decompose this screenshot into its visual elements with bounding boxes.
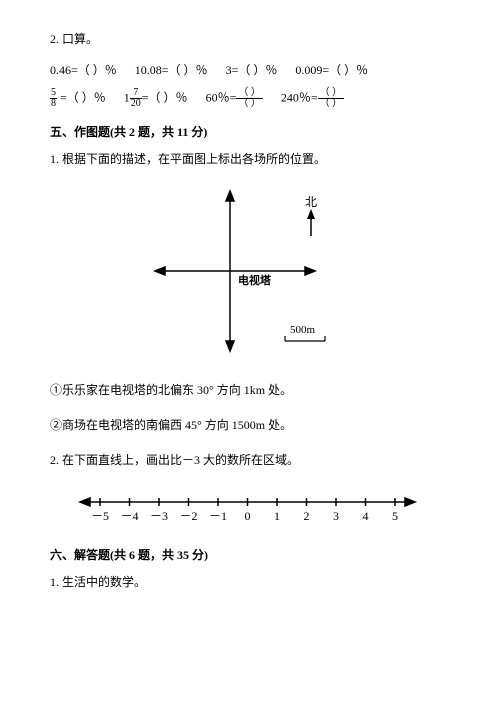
eq-2d: 240％= （ ） （ ） (281, 88, 344, 109)
svg-text:－2: －2 (179, 509, 197, 523)
eq-1c: 3=（ ）％ (226, 61, 278, 78)
svg-text:3: 3 (333, 509, 339, 523)
eq-2a: 5 8 =（ ）％ (50, 88, 106, 109)
svg-text:5: 5 (392, 509, 398, 523)
blank-frac-1: （ ） （ ） (236, 88, 263, 109)
svg-text:4: 4 (363, 509, 369, 523)
frac-7-20: 7 20 (130, 88, 142, 109)
blank-frac-2: （ ） （ ） (318, 88, 345, 109)
svg-text:－1: －1 (209, 509, 227, 523)
q5-1b: ②商场在电视塔的南偏西 45° 方向 1500m 处。 (50, 416, 450, 433)
q5-1a: ①乐乐家在电视塔的北偏东 30° 方向 1km 处。 (50, 381, 450, 398)
q5-2: 2. 在下面直线上，画出比－3 大的数所在区域。 (50, 451, 450, 468)
eq-2c: 60％= （ ） （ ） (206, 88, 263, 109)
section-6-title: 六、解答题(共 6 题，共 35 分) (50, 546, 450, 563)
number-line: －5 －4 －3 －2 －1 0 1 2 3 4 5 (70, 482, 430, 532)
frac-5-8: 5 8 (50, 88, 57, 109)
svg-text:－5: －5 (91, 509, 109, 523)
tower-label: 电视塔 (238, 273, 272, 287)
scale-label: 500m (290, 324, 316, 336)
q5-1: 1. 根据下面的描述，在平面图上标出各场所的位置。 (50, 150, 450, 167)
compass-diagram: 电视塔 北 500m (130, 181, 370, 371)
svg-text:0: 0 (245, 509, 251, 523)
eq-1b: 10.08=（ ）％ (135, 61, 208, 78)
svg-text:－3: －3 (150, 509, 168, 523)
eq-row-2: 5 8 =（ ）％ 1 7 20 =（ ）％ 60％= （ ） （ ） 240％… (50, 88, 450, 109)
eq-1d: 0.009=（ ）％ (295, 61, 368, 78)
q6-1: 1. 生活中的数学。 (50, 573, 450, 590)
eq-row-1: 0.46=（ ）％ 10.08=（ ）％ 3=（ ）％ 0.009=（ ）％ (50, 61, 450, 78)
eq-1a: 0.46=（ ）％ (50, 61, 117, 78)
page: 2. 口算。 0.46=（ ）％ 10.08=（ ）％ 3=（ ）％ 0.009… (0, 0, 500, 708)
svg-text:－4: －4 (120, 509, 138, 523)
svg-text:2: 2 (304, 509, 310, 523)
north-label: 北 (305, 195, 317, 209)
svg-text:1: 1 (274, 509, 280, 523)
eq-2b: 1 7 20 =（ ）％ (124, 88, 188, 109)
q2-title: 2. 口算。 (50, 30, 450, 47)
section-5-title: 五、作图题(共 2 题，共 11 分) (50, 123, 450, 140)
